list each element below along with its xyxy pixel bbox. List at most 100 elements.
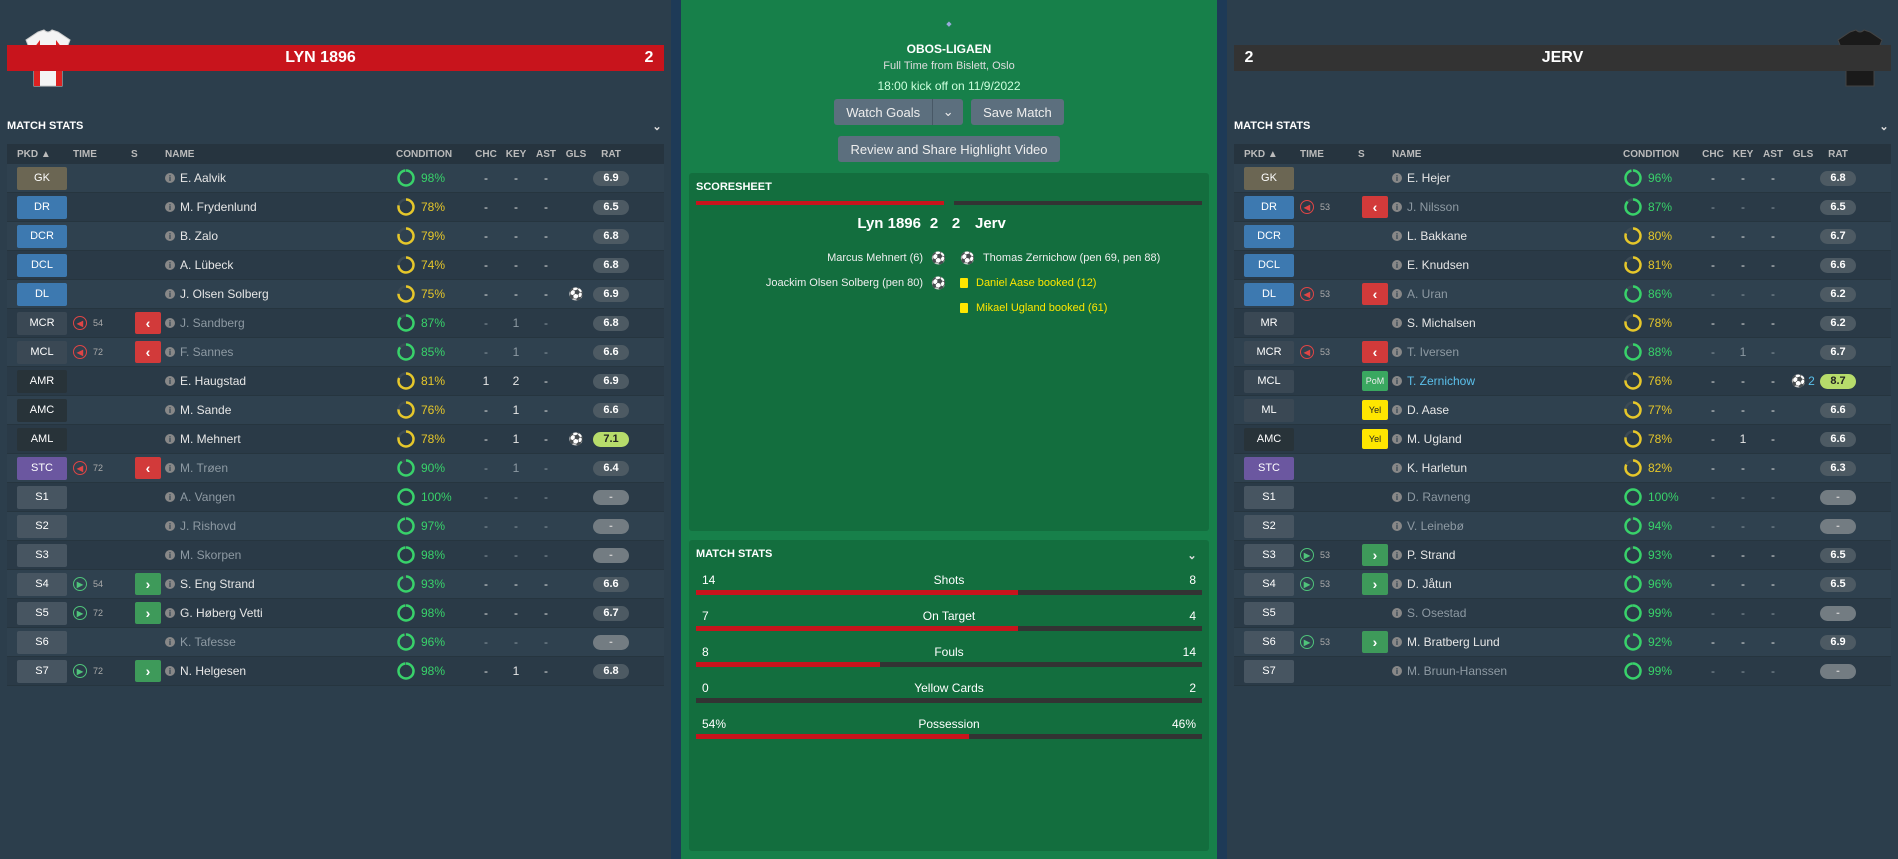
player-name[interactable]: A. Lübeck — [180, 258, 234, 272]
info-icon[interactable]: i — [1392, 666, 1402, 676]
header-time[interactable]: TIME — [1300, 148, 1324, 160]
player-name[interactable]: E. Haugstad — [180, 374, 247, 388]
watch-goals-label[interactable]: Watch Goals — [834, 99, 934, 125]
header-time[interactable]: TIME — [73, 148, 97, 160]
player-name[interactable]: N. Helgesen — [180, 664, 247, 678]
player-name[interactable]: G. Høberg Vetti — [180, 606, 263, 620]
chevron-down-icon[interactable]: ⌄ — [1187, 549, 1197, 562]
player-row[interactable]: S3 ▶ 53 › i P. Strand 93% - - - 6.5 — [1234, 541, 1891, 570]
review-share-button[interactable]: Review and Share Highlight Video — [838, 136, 1060, 162]
player-name[interactable]: J. Sandberg — [180, 316, 245, 330]
player-name[interactable]: D. Aase — [1407, 403, 1450, 417]
player-name[interactable]: D. Jåtun — [1407, 577, 1452, 591]
player-row[interactable]: DCL i A. Lübeck 74% - - - 6.8 — [7, 251, 664, 280]
player-row[interactable]: STC ◀ 72 ‹ i M. Trøen 90% - 1 - 6.4 — [7, 454, 664, 483]
player-name[interactable]: M. Bruun-Hanssen — [1407, 664, 1508, 678]
header-name[interactable]: NAME — [165, 148, 195, 160]
info-icon[interactable]: i — [1392, 289, 1402, 299]
player-name[interactable]: J. Rishovd — [180, 519, 237, 533]
info-icon[interactable]: i — [1392, 318, 1402, 328]
player-row[interactable]: S2 i V. Leinebø 94% - - - - — [1234, 512, 1891, 541]
player-row[interactable]: S1 i D. Ravneng 100% - - - - — [1234, 483, 1891, 512]
player-row[interactable]: S4 ▶ 54 › i S. Eng Strand 93% - - - 6.6 — [7, 570, 664, 599]
player-row[interactable]: DCR i L. Bakkane 80% - - - 6.7 — [1234, 222, 1891, 251]
header-gls[interactable]: GLS — [1792, 148, 1814, 160]
player-name[interactable]: F. Sannes — [180, 345, 234, 359]
info-icon[interactable]: i — [1392, 173, 1402, 183]
player-row[interactable]: S5 i S. Osestad 99% - - - - — [1234, 599, 1891, 628]
player-row[interactable]: MR i S. Michalsen 78% - - - 6.2 — [1234, 309, 1891, 338]
info-icon[interactable]: i — [165, 666, 175, 676]
info-icon[interactable]: i — [165, 405, 175, 415]
player-row[interactable]: S4 ▶ 53 › i D. Jåtun 96% - - - 6.5 — [1234, 570, 1891, 599]
player-row[interactable]: AMC i M. Sande 76% - 1 - 6.6 — [7, 396, 664, 425]
info-icon[interactable]: i — [165, 434, 175, 444]
info-icon[interactable]: i — [1392, 492, 1402, 502]
header-ast[interactable]: AST — [1763, 148, 1783, 160]
player-name[interactable]: M. Bratberg Lund — [1407, 635, 1500, 649]
header-gls[interactable]: GLS — [565, 148, 587, 160]
info-icon[interactable]: i — [1392, 231, 1402, 241]
info-icon[interactable]: i — [165, 231, 175, 241]
player-name[interactable]: B. Zalo — [180, 229, 219, 243]
info-icon[interactable]: i — [165, 318, 175, 328]
header-s[interactable]: S — [1358, 148, 1365, 160]
player-name[interactable]: S. Osestad — [1407, 606, 1467, 620]
info-icon[interactable]: i — [165, 637, 175, 647]
header-rat[interactable]: RAT — [601, 148, 621, 160]
info-icon[interactable]: i — [165, 202, 175, 212]
player-row[interactable]: S2 i J. Rishovd 97% - - - - — [7, 512, 664, 541]
info-icon[interactable]: i — [165, 550, 175, 560]
info-icon[interactable]: i — [165, 579, 175, 589]
header-key[interactable]: KEY — [505, 148, 527, 160]
info-icon[interactable]: i — [165, 289, 175, 299]
header-name[interactable]: NAME — [1392, 148, 1422, 160]
player-name[interactable]: J. Olsen Solberg — [180, 287, 269, 301]
player-name[interactable]: M. Ugland — [1407, 432, 1462, 446]
player-row[interactable]: S5 ▶ 72 › i G. Høberg Vetti 98% - - - 6.7 — [7, 599, 664, 628]
player-name[interactable]: A. Uran — [1407, 287, 1448, 301]
player-name[interactable]: M. Frydenlund — [180, 200, 257, 214]
player-name[interactable]: M. Mehnert — [180, 432, 241, 446]
player-name[interactable]: T. Iversen — [1407, 345, 1460, 359]
player-name[interactable]: E. Hejer — [1407, 171, 1451, 185]
info-icon[interactable]: i — [165, 608, 175, 618]
info-icon[interactable]: i — [1392, 376, 1402, 386]
player-name[interactable]: L. Bakkane — [1407, 229, 1468, 243]
header-chc[interactable]: CHC — [475, 148, 497, 160]
info-icon[interactable]: i — [165, 376, 175, 386]
player-row[interactable]: DR i M. Frydenlund 78% - - - 6.5 — [7, 193, 664, 222]
player-row[interactable]: AMC Yel i M. Ugland 78% - 1 - 6.6 — [1234, 425, 1891, 454]
info-icon[interactable]: i — [1392, 260, 1402, 270]
player-row[interactable]: MCL ◀ 72 ‹ i F. Sannes 85% - 1 - 6.6 — [7, 338, 664, 367]
player-row[interactable]: MCR ◀ 53 ‹ i T. Iversen 88% - 1 - 6.7 — [1234, 338, 1891, 367]
player-row[interactable]: GK i E. Aalvik 98% - - - 6.9 — [7, 164, 664, 193]
player-name[interactable]: E. Knudsen — [1407, 258, 1470, 272]
info-icon[interactable]: i — [1392, 463, 1402, 473]
save-match-button[interactable]: Save Match — [971, 99, 1064, 125]
info-icon[interactable]: i — [165, 173, 175, 183]
info-icon[interactable]: i — [165, 521, 175, 531]
player-row[interactable]: GK i E. Hejer 96% - - - 6.8 — [1234, 164, 1891, 193]
info-icon[interactable]: i — [165, 260, 175, 270]
chevron-down-icon[interactable]: ⌄ — [942, 104, 954, 119]
info-icon[interactable]: i — [1392, 202, 1402, 212]
player-row[interactable]: DCR i B. Zalo 79% - - - 6.8 — [7, 222, 664, 251]
player-row[interactable]: MCR ◀ 54 ‹ i J. Sandberg 87% - 1 - 6.8 — [7, 309, 664, 338]
player-row[interactable]: ML Yel i D. Aase 77% - - - 6.6 — [1234, 396, 1891, 425]
header-chc[interactable]: CHC — [1702, 148, 1724, 160]
player-row[interactable]: MCL PoM i T. Zernichow 76% - - - ⚽ 2 8.7 — [1234, 367, 1891, 396]
chevron-down-icon[interactable]: ⌄ — [1879, 120, 1889, 133]
player-name[interactable]: M. Sande — [180, 403, 232, 417]
player-name[interactable]: P. Strand — [1407, 548, 1456, 562]
player-row[interactable]: DL i J. Olsen Solberg 75% - - - ⚽ 6.9 — [7, 280, 664, 309]
player-row[interactable]: S1 i A. Vangen 100% - - - - — [7, 483, 664, 512]
player-name[interactable]: D. Ravneng — [1407, 490, 1471, 504]
player-name[interactable]: S. Eng Strand — [180, 577, 255, 591]
header-condition[interactable]: CONDITION — [396, 148, 453, 160]
player-row[interactable]: S6 i K. Tafesse 96% - - - - — [7, 628, 664, 657]
header-s[interactable]: S — [131, 148, 138, 160]
player-row[interactable]: S6 ▶ 53 › i M. Bratberg Lund 92% - - - 6.9 — [1234, 628, 1891, 657]
info-icon[interactable]: i — [1392, 347, 1402, 357]
player-name[interactable]: M. Skorpen — [180, 548, 242, 562]
